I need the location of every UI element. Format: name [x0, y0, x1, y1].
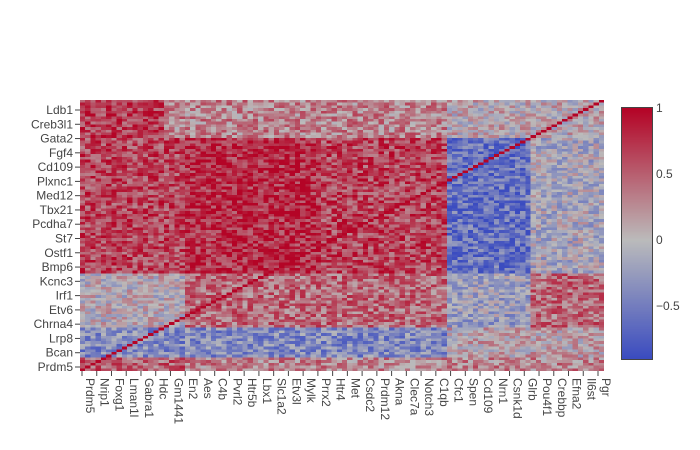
colorbar-tick-label: 0.5 [656, 167, 673, 181]
x-tick-label: Cfc1 [452, 378, 466, 403]
y-tick-label: Kcnc3 [40, 274, 74, 288]
x-tick-label: Spen [466, 378, 480, 406]
x-tick-label: Slc1a2 [275, 378, 289, 415]
x-tick-label: Lbx1 [260, 378, 274, 404]
colorbar-tick-label: −0.5 [656, 299, 680, 313]
x-tick-label: Htr4 [334, 378, 348, 401]
colorbar-axis: 1 0.5 0 −0.5 [621, 101, 680, 360]
x-tick-label: C4b [216, 378, 230, 400]
x-tick-label: Nrn1 [496, 378, 510, 404]
colorbar-border [621, 107, 653, 360]
heatmap-cells[interactable] [80, 100, 604, 371]
y-tick-label: Med12 [36, 189, 73, 203]
y-tick-label: Ldb1 [46, 103, 73, 117]
x-tick-label: Pgr [599, 378, 613, 397]
x-tick-label: Prdm5 [83, 378, 97, 414]
x-axis: Prdm5 Nrip1 Foxg1 Lman1l Gabra1 Hdc Gm1441 En2 A… [81, 371, 613, 424]
y-tick-label: Bmp6 [42, 260, 74, 274]
y-tick-label: Plxnc1 [37, 174, 73, 188]
colorbar-tick-label: 1 [656, 101, 663, 115]
x-tick-label: Pou4f1 [540, 378, 554, 416]
x-tick-label: Nrip1 [98, 378, 112, 407]
x-tick-label: Aes [201, 378, 215, 399]
y-tick-label: Gata2 [40, 132, 73, 146]
y-tick-label: Lrp8 [49, 331, 73, 345]
y-tick-label: Ostf1 [44, 246, 73, 260]
x-tick-label: Lman1l [127, 378, 141, 417]
y-tick-label: Prdm5 [38, 360, 74, 374]
x-tick-label: Mylk [304, 378, 318, 404]
y-tick-label: Bcan [46, 346, 73, 360]
x-tick-label: Csdc2 [363, 378, 377, 412]
x-tick-label: Il6st [584, 378, 598, 401]
y-tick-label: Chrna4 [34, 317, 74, 331]
y-tick-label: Pcdha7 [32, 217, 73, 231]
x-tick-label: Glrb [525, 378, 539, 401]
x-tick-label: En2 [186, 378, 200, 400]
colorbar-gradient [622, 108, 652, 359]
x-tick-label: Etv3l [289, 378, 303, 405]
y-tick-label: St7 [55, 232, 73, 246]
x-tick-label: Pvrl2 [230, 378, 244, 406]
x-tick-label: Cd109 [481, 378, 495, 414]
y-tick-label: Etv6 [49, 303, 73, 317]
x-tick-label: Gm1441 [171, 378, 185, 424]
x-tick-label: Crebbp [555, 378, 569, 418]
y-tick-label: Fgf4 [49, 146, 73, 160]
y-axis: Ldb1Creb3l1Gata2Fgf4Cd109Plxnc1Med12Tbx2… [31, 103, 80, 374]
x-tick-label: Notch3 [422, 378, 436, 416]
x-tick-label: Hdc [157, 378, 171, 399]
x-tick-label: Met [348, 378, 362, 399]
x-tick-label: Clec7a [407, 378, 421, 416]
x-tick-label: Akna [393, 378, 407, 406]
colorbar-tick-label: 0 [656, 233, 663, 247]
x-tick-label: Foxg1 [112, 378, 126, 412]
y-tick-label: Cd109 [38, 160, 74, 174]
y-tick-label: Creb3l1 [31, 117, 73, 131]
x-tick-label: Csnk1d [511, 378, 525, 419]
x-tick-label: Htr5b [245, 378, 259, 408]
x-tick-label: C1qb [437, 378, 451, 407]
y-tick-label: Tbx21 [40, 203, 74, 217]
y-tick-label: Irf1 [56, 289, 74, 303]
x-tick-label: Prdm12 [378, 378, 392, 420]
x-tick-label: Prrx2 [319, 378, 333, 407]
x-tick-label: Efna2 [570, 378, 584, 410]
x-tick-label: Gabra1 [142, 378, 156, 418]
